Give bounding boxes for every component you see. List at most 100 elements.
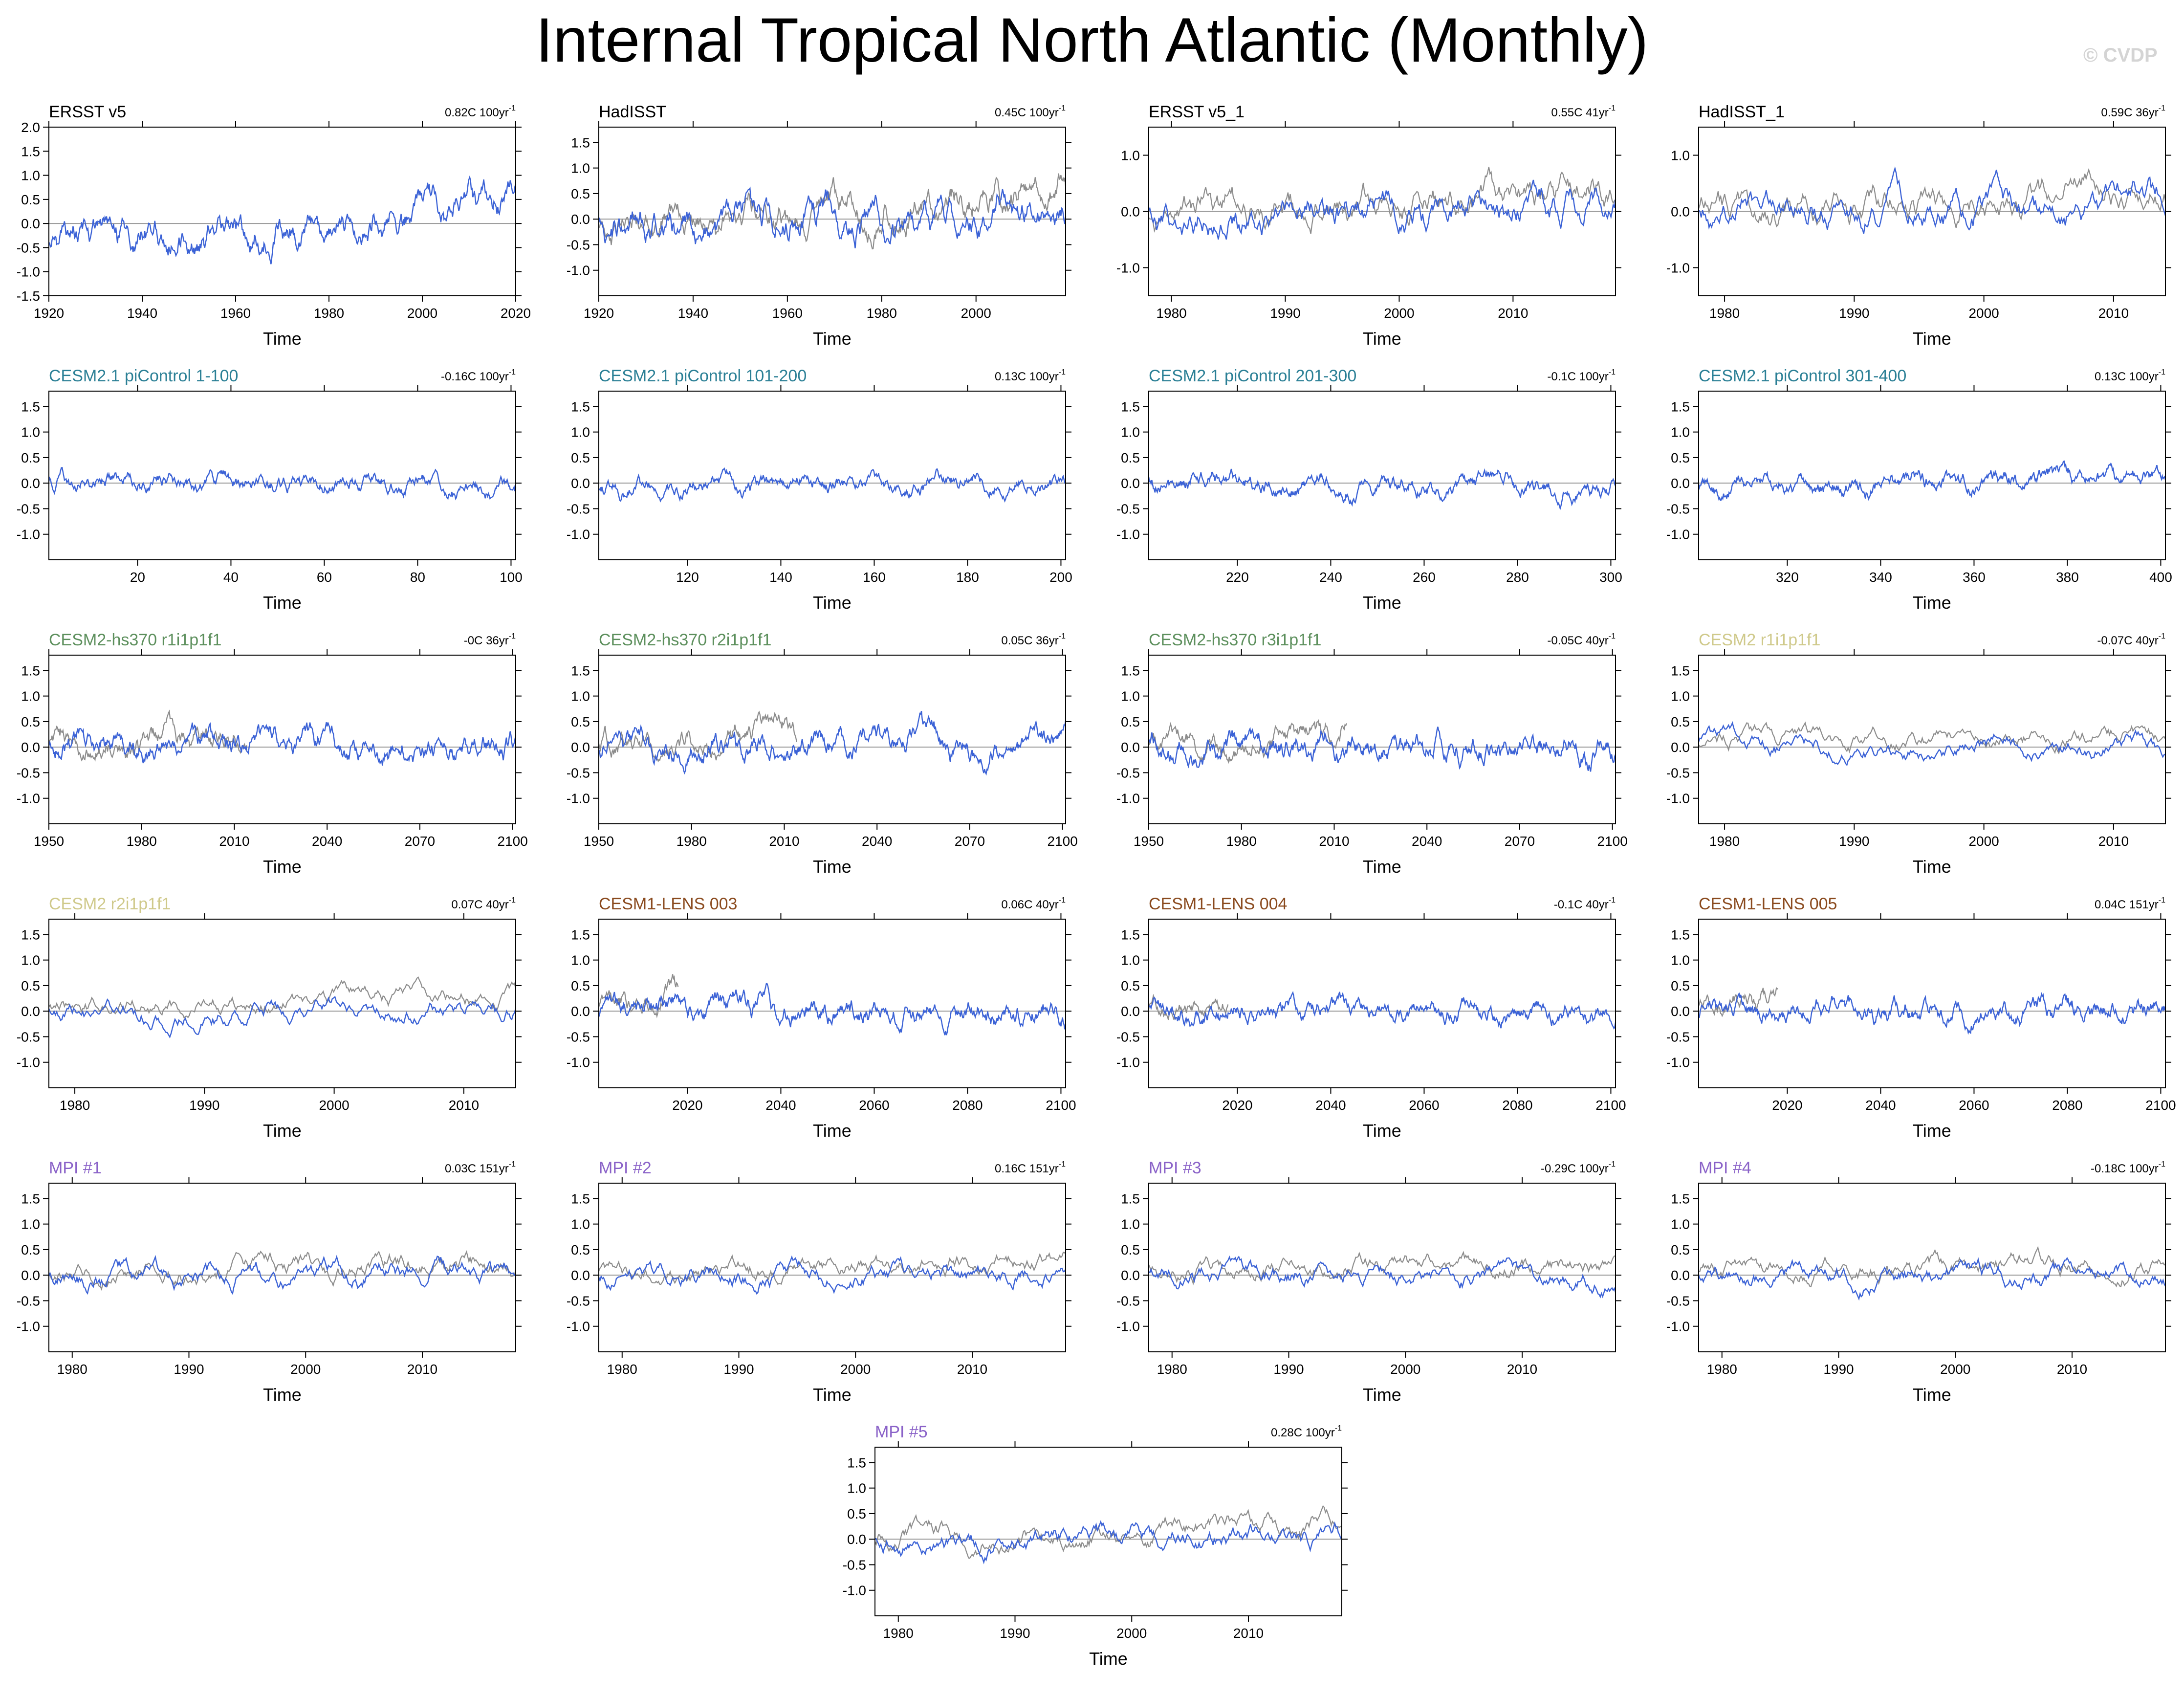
x-tick-label: 400 xyxy=(2149,570,2172,585)
trend-label: 0.03C 151yr-1 xyxy=(445,1160,516,1175)
reference-series-line xyxy=(48,976,517,1019)
panel-title: ERSST v5_1 xyxy=(1149,103,1245,121)
y-tick-label: 1.0 xyxy=(1121,1217,1140,1232)
panel-13: CESM2 r2i1p1f1 0.07C 40yr-1 -1.0 -0.5 0.0 0.5… xyxy=(17,895,522,1141)
x-tick-label: 1960 xyxy=(772,306,803,321)
trend-label: 0.28C 100yr-1 xyxy=(1271,1424,1342,1439)
y-tick-label: 0.0 xyxy=(847,1532,866,1547)
x-tick-label: 1920 xyxy=(584,306,614,321)
panel-3: ERSST v5_1 0.55C 41yr-1 -1.0 0.0 1.0 1980 1990… xyxy=(1116,103,1621,349)
simulation-series-line xyxy=(598,983,1067,1036)
y-tick-label: 0.5 xyxy=(1671,978,1690,993)
y-tick-label: 0.5 xyxy=(21,450,40,465)
x-tick-label: 1980 xyxy=(1709,306,1740,321)
y-tick-label: -1.0 xyxy=(17,1319,40,1334)
x-tick-label: 1990 xyxy=(1839,306,1869,321)
x-tick-label: 2000 xyxy=(1384,306,1414,321)
panel-19: MPI #3 -0.29C 100yr-1 -1.0 -0.5 0.0 0.5 1.0 1.5… xyxy=(1116,1159,1621,1405)
y-tick-label: -1.0 xyxy=(17,1055,40,1070)
y-tick-label: 0.0 xyxy=(571,476,590,491)
y-tick-label: 1.0 xyxy=(571,425,590,440)
y-tick-label: -1.5 xyxy=(17,288,40,304)
y-tick-label: 0.0 xyxy=(21,1004,40,1019)
y-tick-label: 1.5 xyxy=(1671,927,1690,942)
y-tick-label: -0.5 xyxy=(1116,1293,1140,1308)
panel-5: CESM2.1 piControl 1-100 -0.16C 100yr-1 -1.… xyxy=(17,367,523,613)
x-tick-label: 2060 xyxy=(859,1098,889,1113)
x-tick-label: 1990 xyxy=(1270,306,1300,321)
panel-15: CESM1-LENS 004 -0.1C 40yr-1 -1.0 -0.5 0.0 0.5… xyxy=(1116,895,1626,1141)
y-tick-label: -1.0 xyxy=(567,791,590,806)
plot-frame xyxy=(48,655,516,824)
y-tick-label: 0.5 xyxy=(1121,978,1140,993)
trend-label: 0.06C 40yr-1 xyxy=(1001,896,1066,911)
x-tick-label: 2000 xyxy=(1968,306,1999,321)
x-tick-label: 2040 xyxy=(862,834,892,849)
plot-frame xyxy=(598,655,1066,824)
trend-exponent: -1 xyxy=(1059,1160,1066,1168)
y-tick-label: 1.5 xyxy=(1671,1191,1690,1206)
trend-label: -0C 36yr-1 xyxy=(464,632,516,647)
reference-series-line xyxy=(48,1250,517,1291)
x-tick-label: 2000 xyxy=(290,1362,321,1377)
trend-exponent: -1 xyxy=(2159,1160,2165,1168)
y-tick-label: 0.0 xyxy=(21,740,40,755)
x-tick-label: 300 xyxy=(1599,570,1622,585)
y-tick-label: 1.0 xyxy=(1121,953,1140,968)
y-tick-label: -1.0 xyxy=(1116,791,1140,806)
y-tick-label: 0.5 xyxy=(571,978,590,993)
y-tick-label: 0.0 xyxy=(1121,740,1140,755)
x-tick-label: 1940 xyxy=(678,306,708,321)
simulation-series-line xyxy=(598,186,1067,248)
simulation-series-line xyxy=(1698,721,2166,767)
trend-exponent: -1 xyxy=(509,632,516,640)
x-tick-label: 2040 xyxy=(765,1098,796,1113)
y-tick-label: 0.5 xyxy=(1671,1242,1690,1257)
x-tick-label: 1980 xyxy=(883,1626,914,1641)
y-tick-label: 1.0 xyxy=(1671,1217,1690,1232)
x-tick-label: 1990 xyxy=(723,1362,754,1377)
y-tick-label: 1.0 xyxy=(21,425,40,440)
y-tick-label: 1.5 xyxy=(571,663,590,678)
panel-20: MPI #4 -0.18C 100yr-1 -1.0 -0.5 0.0 0.5 1.0 1.5… xyxy=(1666,1159,2171,1405)
x-tick-label: 2010 xyxy=(769,834,799,849)
reference-series-line xyxy=(1148,1251,1616,1286)
trend-exponent: -1 xyxy=(1059,632,1066,640)
panel-11: CESM2-hs370 r3i1p1f1 -0.05C 40yr-1 -1.0 -0.… xyxy=(1116,631,1628,877)
y-tick-label: 0.5 xyxy=(571,450,590,465)
y-tick-label: -1.0 xyxy=(567,263,590,278)
plot-frame xyxy=(1148,1183,1616,1352)
x-tick-label: 2070 xyxy=(405,834,435,849)
x-tick-label: 2080 xyxy=(2052,1098,2082,1113)
x-tick-label: 120 xyxy=(676,570,699,585)
plot-frame xyxy=(1698,391,2166,560)
trend-label: 0.13C 100yr-1 xyxy=(2095,368,2165,383)
y-tick-label: 0.5 xyxy=(1671,450,1690,465)
x-tick-label: 1980 xyxy=(867,306,897,321)
reference-series-line xyxy=(1698,721,2166,755)
simulation-series-line xyxy=(598,467,1066,503)
simulation-series-line xyxy=(48,722,517,766)
x-tick-label: 2000 xyxy=(840,1362,871,1377)
panel-title: HadISST xyxy=(599,103,666,121)
y-tick-label: -0.5 xyxy=(1116,501,1140,516)
y-tick-label: -0.5 xyxy=(17,501,40,516)
y-tick-label: 0.5 xyxy=(21,192,40,207)
trend-exponent: -1 xyxy=(509,368,516,376)
plot-frame xyxy=(874,1447,1342,1616)
y-tick-label: 1.0 xyxy=(571,689,590,704)
trend-exponent: -1 xyxy=(1059,896,1066,904)
y-tick-label: -1.0 xyxy=(1666,261,1690,276)
reference-series-line xyxy=(1148,993,1229,1020)
simulation-series-line xyxy=(1698,460,2166,501)
y-tick-label: -0.5 xyxy=(17,240,40,255)
trend-exponent: -1 xyxy=(1059,368,1066,376)
x-tick-label: 2070 xyxy=(955,834,985,849)
y-tick-label: 1.5 xyxy=(1671,663,1690,678)
x-tick-label: 1980 xyxy=(314,306,344,321)
y-tick-label: -1.0 xyxy=(1116,261,1140,276)
y-tick-label: 1.5 xyxy=(1121,927,1140,942)
simulation-series-line xyxy=(1698,1256,2166,1301)
x-tick-label: 2100 xyxy=(1597,834,1628,849)
y-tick-label: -1.0 xyxy=(17,527,40,542)
